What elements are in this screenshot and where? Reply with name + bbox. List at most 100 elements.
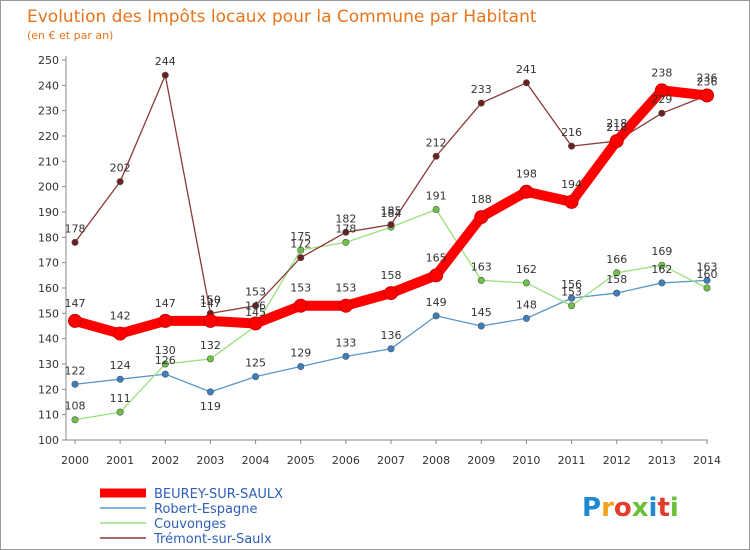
data-label: 163 <box>471 260 492 273</box>
data-point <box>161 360 169 368</box>
series-line <box>74 208 708 421</box>
data-point <box>71 416 79 424</box>
data-label: 178 <box>65 222 86 235</box>
data-point <box>703 284 711 292</box>
data-point <box>477 99 485 107</box>
data-point <box>658 279 666 287</box>
y-tick-label: 250 <box>38 54 59 67</box>
x-tick-label: 2014 <box>693 454 721 467</box>
data-point <box>522 79 530 87</box>
data-label: 233 <box>471 83 492 96</box>
data-label: 160 <box>697 268 718 281</box>
x-tick-label: 2003 <box>196 454 224 467</box>
data-point <box>658 261 666 269</box>
data-label: 162 <box>651 263 672 276</box>
data-label: 145 <box>245 306 266 319</box>
data-label: 241 <box>516 63 537 76</box>
legend-label: Trémont-sur-Saulx <box>153 532 272 547</box>
data-point <box>203 313 218 328</box>
data-label: 145 <box>471 306 492 319</box>
data-label: 146 <box>245 299 266 312</box>
data-label: 172 <box>290 238 311 251</box>
data-label: 244 <box>155 55 176 68</box>
data-label: 129 <box>290 347 311 360</box>
data-label: 194 <box>561 178 582 191</box>
data-label: 111 <box>110 392 131 405</box>
data-point <box>477 276 485 284</box>
data-point <box>342 228 350 236</box>
data-point <box>568 302 576 310</box>
data-label: 182 <box>335 212 356 225</box>
data-label: 124 <box>110 359 131 372</box>
data-point <box>609 134 624 149</box>
y-tick-label: 120 <box>38 383 59 396</box>
data-point <box>474 210 489 225</box>
data-label: 156 <box>561 278 582 291</box>
data-label: 130 <box>155 344 176 357</box>
data-label: 188 <box>471 193 492 206</box>
data-label: 218 <box>606 121 627 134</box>
data-point <box>477 322 485 330</box>
x-tick-label: 2006 <box>332 454 360 467</box>
data-point <box>522 279 530 287</box>
data-point <box>293 298 308 313</box>
data-point <box>206 355 214 363</box>
data-point <box>564 194 579 209</box>
axes: 100 110 120 130 140 150 160 170 180 190 200 210 220 2… <box>38 54 721 467</box>
data-label: 185 <box>381 205 402 218</box>
y-tick-label: 100 <box>38 434 59 447</box>
y-tick-label: 160 <box>38 282 59 295</box>
data-point <box>432 312 440 320</box>
data-label: 149 <box>426 296 447 309</box>
data-point <box>116 375 124 383</box>
series-1 <box>71 276 711 396</box>
data-label: 162 <box>516 263 537 276</box>
data-point <box>429 268 444 283</box>
x-tick-label: 2001 <box>106 454 134 467</box>
y-tick-label: 230 <box>38 105 59 118</box>
legend-label: Robert-Espagne <box>154 502 257 517</box>
y-tick-label: 140 <box>38 333 59 346</box>
x-tick-label: 2010 <box>512 454 540 467</box>
data-label: 218 <box>606 117 627 130</box>
x-tick-label: 2011 <box>558 454 586 467</box>
data-point <box>342 352 350 360</box>
data-label: 178 <box>335 222 356 235</box>
data-point <box>252 302 260 310</box>
data-label: 229 <box>651 93 672 106</box>
data-label: 202 <box>110 162 131 175</box>
data-label: 142 <box>110 310 131 323</box>
y-tick-label: 130 <box>38 358 59 371</box>
chart-subtitle: (en € et par an) <box>27 29 113 42</box>
data-label: 163 <box>697 260 718 273</box>
x-tick-label: 2002 <box>151 454 179 467</box>
data-point <box>248 316 263 331</box>
chart-title: Evolution des Impôts locaux pour la Comm… <box>27 7 537 27</box>
data-label: 153 <box>335 282 356 295</box>
data-label: 153 <box>290 282 311 295</box>
data-label: 119 <box>200 400 221 413</box>
data-point <box>432 152 440 160</box>
data-label: 216 <box>561 126 582 139</box>
data-label: 108 <box>65 400 86 413</box>
data-point <box>71 238 79 246</box>
data-label: 238 <box>651 66 672 79</box>
data-point <box>68 313 82 328</box>
data-label: 165 <box>426 251 447 264</box>
data-label: 147 <box>155 297 176 310</box>
data-point <box>568 294 576 302</box>
data-point <box>700 88 714 103</box>
data-label: 132 <box>200 339 221 352</box>
data-label: 150 <box>200 293 221 306</box>
series-layer <box>68 71 714 424</box>
data-point <box>703 276 711 284</box>
data-label: 122 <box>65 364 86 377</box>
data-point <box>658 109 666 117</box>
x-tick-label: 2000 <box>61 454 89 467</box>
data-point <box>113 326 128 341</box>
data-point <box>161 71 169 79</box>
data-point <box>432 205 440 213</box>
x-tick-label: 2004 <box>242 454 270 467</box>
data-label: 126 <box>155 354 176 367</box>
y-tick-label: 170 <box>38 257 59 270</box>
